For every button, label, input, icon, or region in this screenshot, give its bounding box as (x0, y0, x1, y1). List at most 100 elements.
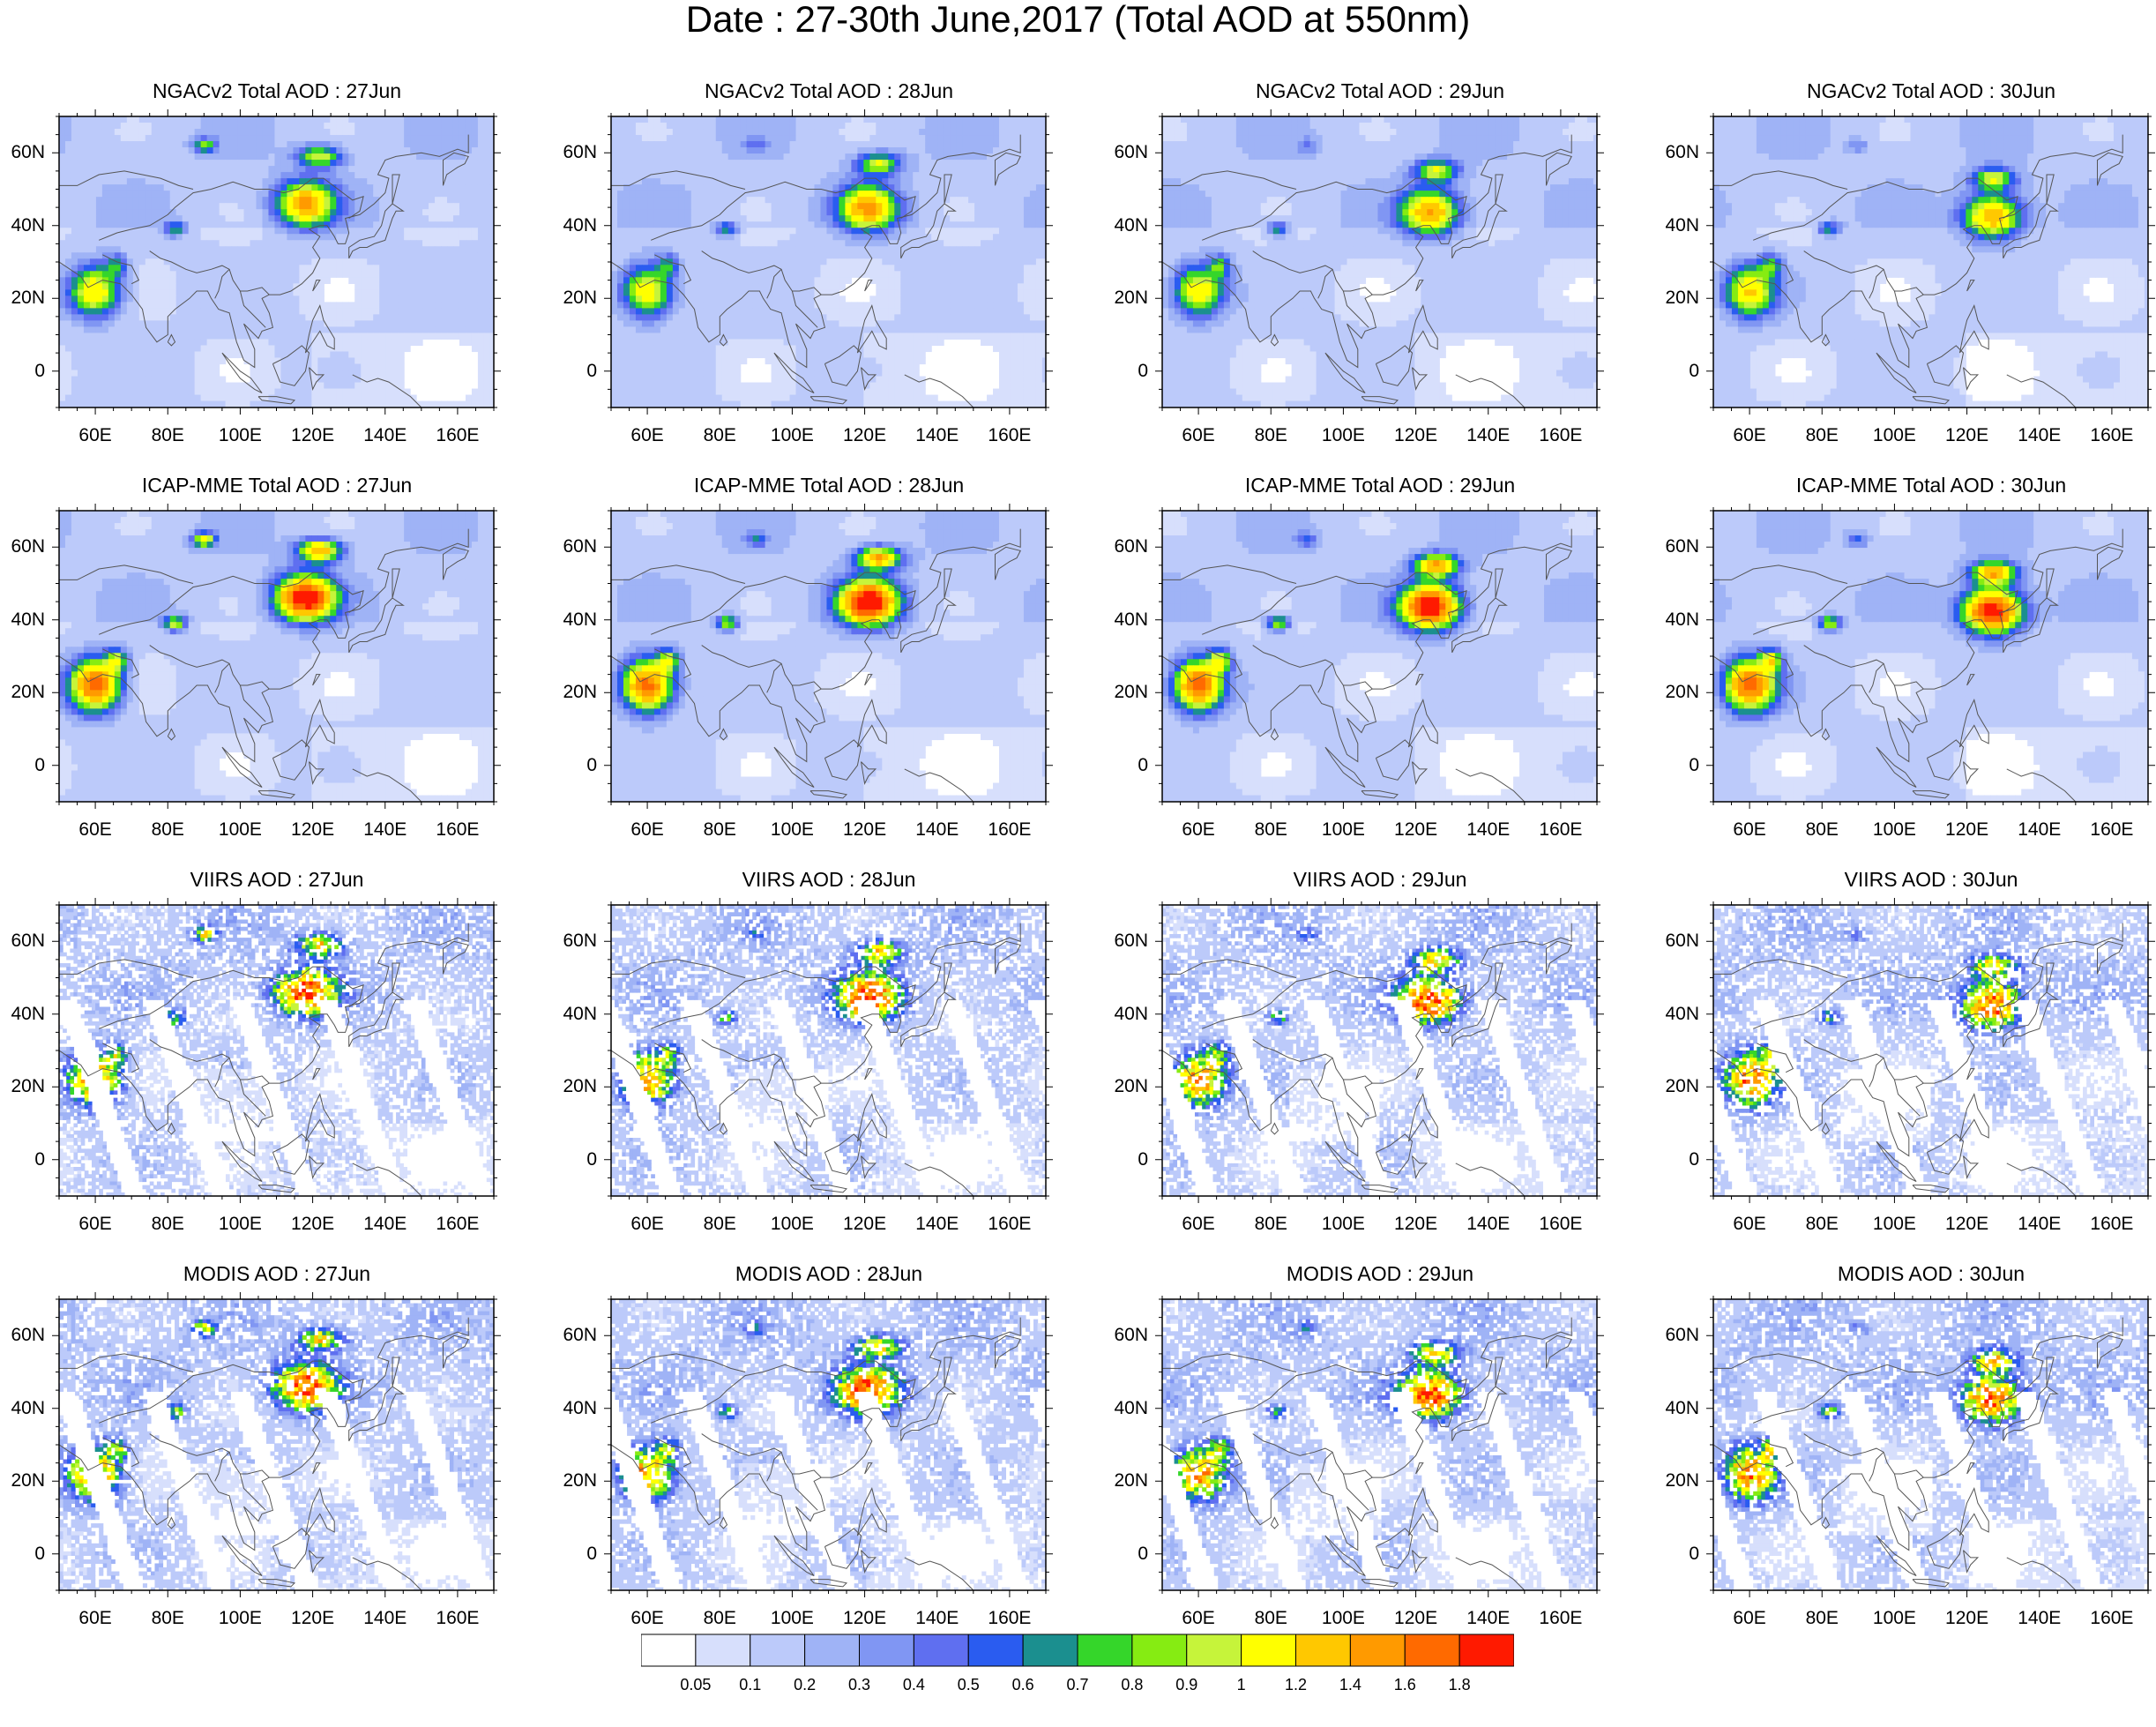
aod-cell (429, 178, 436, 185)
aod-cell (974, 129, 981, 136)
aod-cell (447, 203, 454, 210)
aod-cell (139, 228, 146, 235)
aod-cell (429, 160, 436, 167)
aod-cell (152, 184, 159, 191)
aod-cell (133, 116, 140, 123)
aod-cell (1011, 116, 1018, 123)
aod-cell (71, 283, 78, 290)
aod-cell (1018, 141, 1025, 148)
aod-cell (361, 277, 368, 284)
aod-cell (367, 123, 374, 130)
aod-cell (274, 116, 281, 123)
aod-cell (287, 172, 294, 179)
aod-cell (1036, 116, 1043, 123)
aod-cell (59, 377, 66, 384)
aod-cell (133, 364, 140, 371)
aod-cell (367, 283, 374, 290)
aod-cell (820, 258, 827, 265)
aod-cell (65, 135, 72, 142)
aod-cell (919, 221, 926, 228)
aod-cell (404, 209, 411, 216)
aod-cell (268, 252, 275, 259)
aod-cell (857, 184, 864, 191)
aod-cell (268, 172, 275, 179)
aod-cell (422, 265, 429, 272)
aod-cell (944, 221, 951, 228)
aod-cell (342, 326, 349, 333)
aod-cell (673, 116, 680, 123)
aod-cell (404, 197, 411, 204)
aod-cell (232, 215, 239, 222)
aod-cell (324, 389, 331, 396)
aod-cell (882, 240, 889, 247)
aod-cell (102, 283, 109, 290)
aod-cell (698, 160, 705, 167)
aod-cell (685, 203, 692, 210)
aod-cell (145, 370, 153, 378)
aod-cell (152, 153, 159, 161)
aod-cell (937, 166, 944, 173)
aod-cell (851, 166, 858, 173)
aod-cell (59, 221, 66, 228)
aod-cell (900, 184, 907, 191)
aod-cell (422, 258, 429, 265)
aod-cell (931, 258, 938, 265)
aod-cell (857, 246, 864, 253)
aod-cell (435, 302, 442, 309)
aod-cell (642, 246, 649, 253)
aod-cell (354, 153, 362, 161)
aod-cell (102, 123, 109, 130)
aod-cell (673, 221, 680, 228)
aod-cell (176, 123, 183, 130)
aod-cell (348, 123, 355, 130)
aod-cell (765, 240, 772, 247)
aod-cell (472, 339, 479, 346)
aod-cell (925, 215, 932, 222)
aod-cell (250, 265, 257, 272)
aod-cell (404, 234, 411, 241)
aod-cell (59, 197, 66, 204)
aod-cell (71, 383, 78, 390)
aod-cell (226, 258, 233, 265)
aod-cell (747, 160, 754, 167)
aod-cell (459, 401, 466, 408)
aod-cell (623, 147, 630, 154)
aod-cell (814, 153, 821, 161)
aod-cell (367, 215, 374, 222)
aod-cell (466, 289, 473, 296)
aod-cell (1030, 203, 1037, 210)
aod-cell (189, 135, 196, 142)
aod-cell (127, 295, 134, 303)
aod-cell (268, 333, 275, 340)
aod-cell (882, 166, 889, 173)
aod-cell (201, 129, 208, 136)
aod-cell (698, 234, 705, 241)
aod-cell (96, 345, 103, 352)
aod-cell (158, 295, 165, 303)
aod-cell (139, 395, 146, 402)
aod-cell (981, 135, 988, 142)
aod-cell (262, 370, 269, 378)
aod-cell (361, 147, 368, 154)
aod-cell (108, 320, 116, 327)
aod-cell (404, 289, 411, 296)
aod-cell (268, 135, 275, 142)
aod-cell (478, 289, 485, 296)
aod-cell (226, 240, 233, 247)
aod-cell (201, 209, 208, 216)
aod-cell (410, 203, 417, 210)
aod-cell (299, 289, 306, 296)
aod-cell (84, 289, 91, 296)
aod-cell (207, 345, 214, 352)
aod-cell (925, 153, 932, 161)
aod-cell (472, 401, 479, 408)
aod-cell (189, 339, 196, 346)
aod-cell (96, 197, 103, 204)
aod-cell (484, 203, 491, 210)
aod-cell (814, 252, 821, 259)
aod-cell (348, 395, 355, 402)
aod-cell (268, 246, 275, 253)
aod-cell (747, 123, 754, 130)
aod-cell (772, 153, 779, 161)
aod-cell (685, 116, 692, 123)
